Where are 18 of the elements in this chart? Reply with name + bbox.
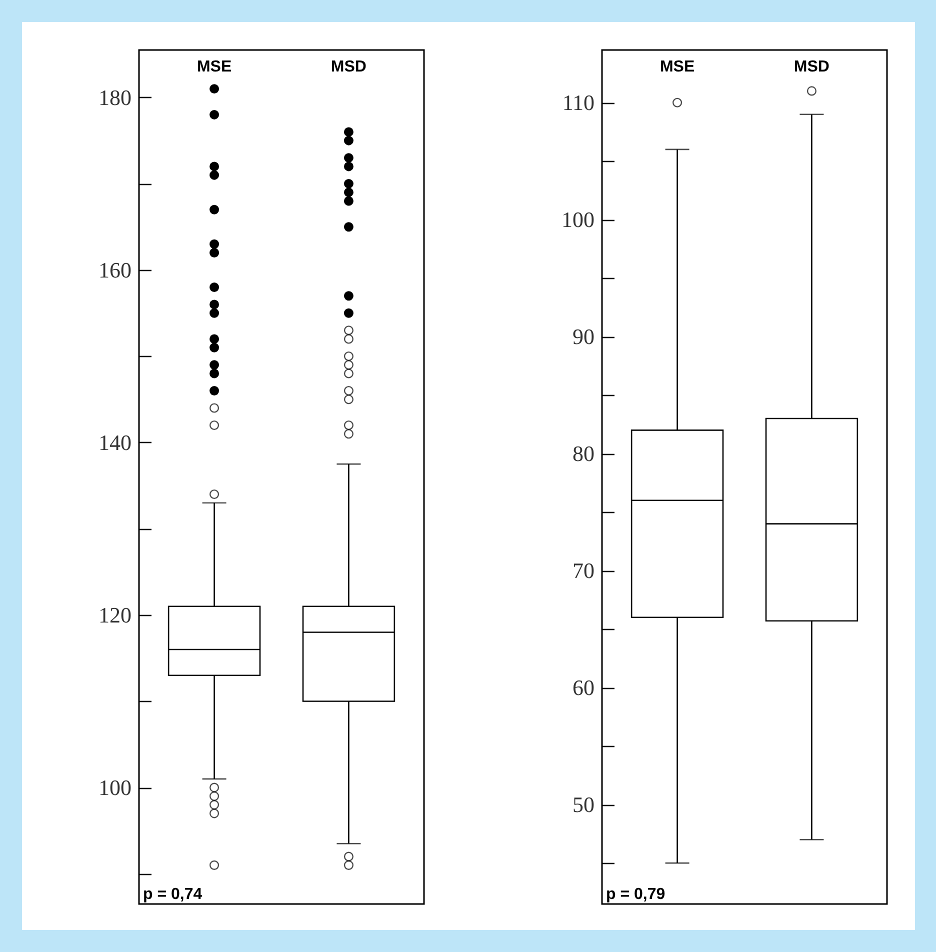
y-tick-label: 60 xyxy=(572,675,594,700)
x-tick-label: MSE xyxy=(196,58,232,76)
x-tick-label: MSE xyxy=(660,58,695,76)
x-tick-label: MSD xyxy=(330,58,366,76)
y-tick-label: 50 xyxy=(572,792,594,818)
y-tick-label: 180 xyxy=(98,84,132,110)
y-tick-label: 100 xyxy=(98,775,132,800)
y-tick-label: 80 xyxy=(572,441,594,466)
y-tick-label: 70 xyxy=(572,558,594,584)
y-tick-label: 120 xyxy=(98,602,132,628)
y-tick-label: 90 xyxy=(572,324,594,350)
annotation: p = 0,79 xyxy=(606,886,666,903)
x-tick-label: MSD xyxy=(794,58,830,76)
y-tick-label: 160 xyxy=(98,257,132,282)
y-tick-label: 100 xyxy=(562,207,594,232)
y-tick-label: 110 xyxy=(562,90,594,116)
y-tick-label: 140 xyxy=(98,430,132,455)
annotation: p = 0,74 xyxy=(143,886,202,903)
